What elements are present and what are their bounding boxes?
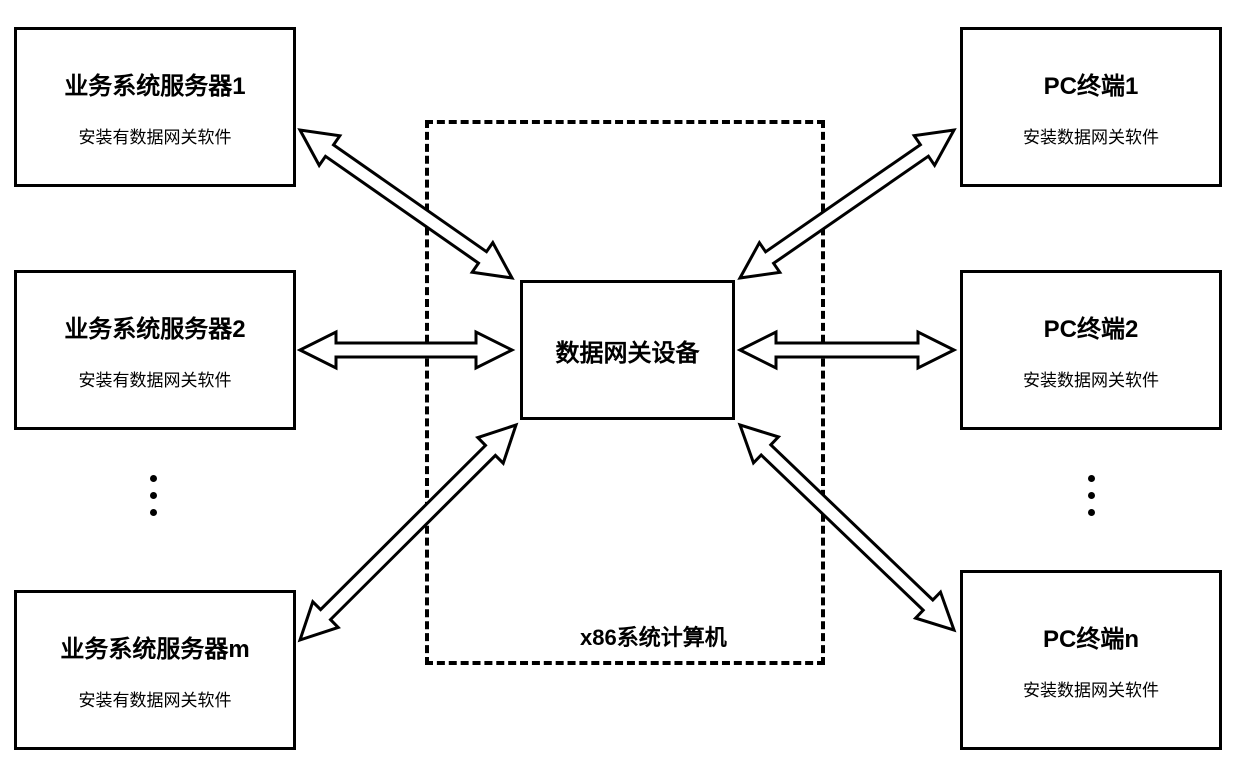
arrows-layer (0, 0, 1240, 781)
double-arrow-4 (740, 332, 954, 368)
double-arrow-5 (740, 425, 954, 630)
double-arrow-1 (300, 332, 512, 368)
double-arrow-2 (300, 425, 516, 640)
double-arrow-0 (300, 130, 512, 278)
double-arrow-3 (740, 130, 954, 278)
